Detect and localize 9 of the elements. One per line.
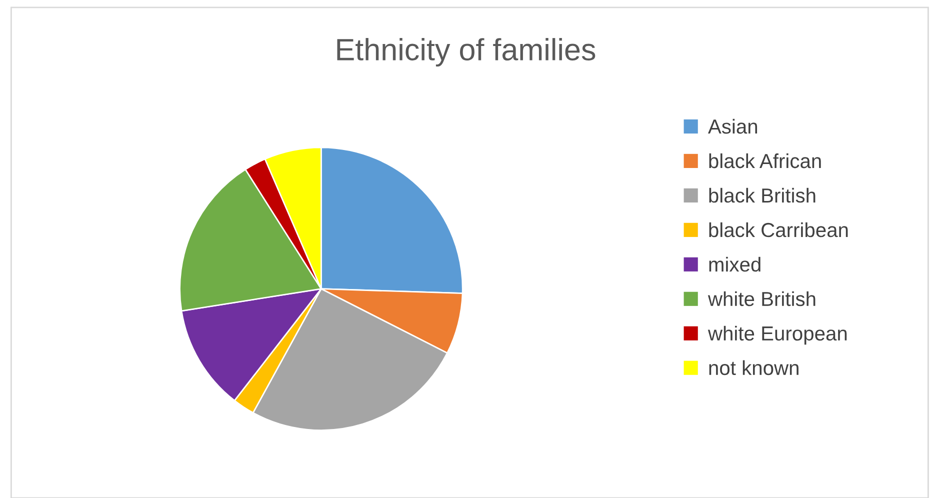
- legend-label: Asian: [708, 118, 758, 134]
- legend-label: white British: [708, 291, 816, 306]
- legend-label: black Carribean: [709, 222, 848, 238]
- legend-label: black British: [709, 188, 816, 203]
- legend-label: mixed: [709, 256, 760, 272]
- legend-label: black African: [709, 153, 821, 168]
- chart-title: Ethnicity of families: [337, 38, 596, 67]
- legend-label: white European: [708, 326, 847, 345]
- legend-label: not known: [709, 360, 798, 376]
